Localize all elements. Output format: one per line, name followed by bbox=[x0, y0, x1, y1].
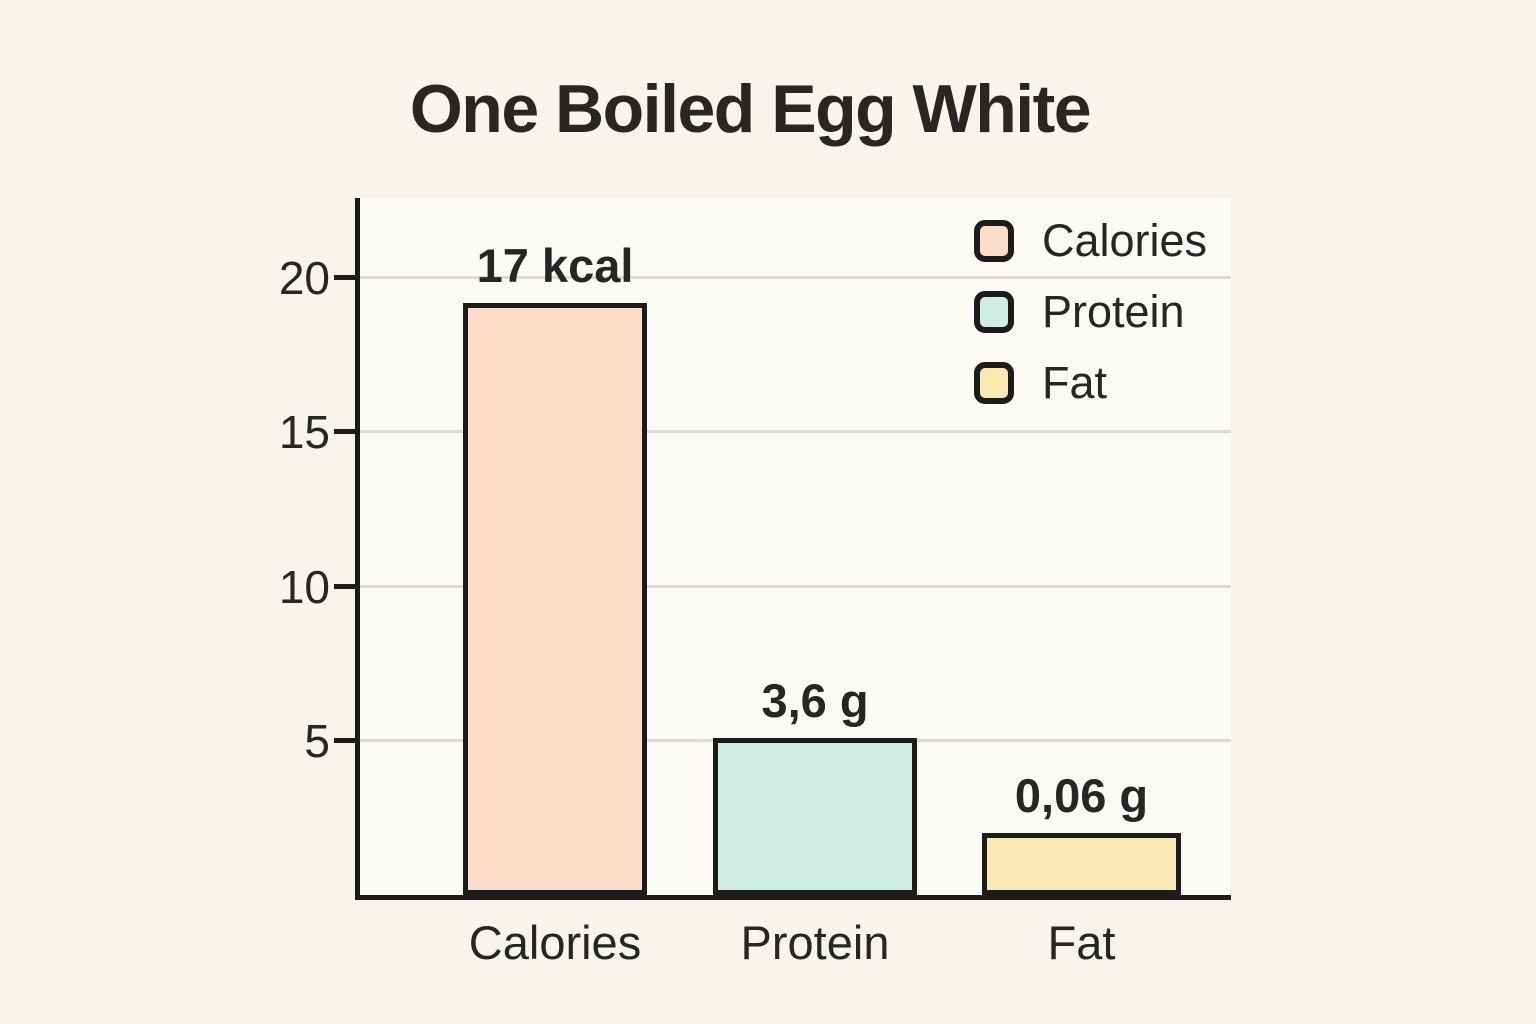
y-tick-mark-5 bbox=[334, 737, 360, 743]
legend: Calories Protein Fat bbox=[974, 218, 1207, 405]
legend-item-protein: Protein bbox=[974, 289, 1207, 334]
value-label-calories: 17 kcal bbox=[476, 238, 634, 292]
value-label-protein: 3,6 g bbox=[761, 673, 869, 727]
chart-title: One Boiled Egg White bbox=[409, 71, 1092, 147]
legend-label-calories: Calories bbox=[1042, 215, 1208, 266]
y-tick-label-20: 20 bbox=[278, 252, 330, 305]
x-axis-label-calories: Calories bbox=[468, 916, 642, 969]
legend-label-fat: Fat bbox=[1042, 357, 1108, 408]
legend-swatch-calories bbox=[974, 219, 1014, 262]
value-label-fat: 0,06 g bbox=[1014, 769, 1149, 823]
y-tick-mark-15 bbox=[334, 429, 360, 435]
y-tick-mark-20 bbox=[334, 275, 360, 281]
y-tick-label-10: 10 bbox=[278, 560, 330, 613]
plot-area: 17 kcal Calories 3,6 g Protein 0,06 g Fa… bbox=[279, 198, 1231, 966]
bar-column-protein: 3,6 g Protein bbox=[713, 198, 917, 966]
gridline-10 bbox=[360, 584, 1231, 588]
x-axis-label-fat: Fat bbox=[1047, 916, 1116, 969]
y-tick-label-15: 15 bbox=[278, 406, 330, 459]
legend-swatch-fat bbox=[974, 361, 1014, 404]
bar-fat bbox=[982, 833, 1181, 895]
bar-column-calories: 17 kcal Calories bbox=[463, 198, 647, 966]
bar-calories bbox=[463, 302, 647, 895]
bar-protein bbox=[713, 737, 917, 895]
legend-swatch-protein bbox=[974, 290, 1014, 333]
legend-label-protein: Protein bbox=[1042, 286, 1185, 337]
gridline-20 bbox=[360, 276, 1231, 280]
gridline-15 bbox=[360, 430, 1231, 434]
x-axis-label-protein: Protein bbox=[740, 916, 890, 969]
y-tick-mark-10 bbox=[334, 583, 360, 589]
legend-item-fat: Fat bbox=[974, 360, 1207, 405]
y-tick-label-5: 5 bbox=[304, 714, 330, 767]
bar-column-fat: 0,06 g Fat bbox=[982, 198, 1181, 966]
legend-item-calories: Calories bbox=[974, 218, 1207, 263]
